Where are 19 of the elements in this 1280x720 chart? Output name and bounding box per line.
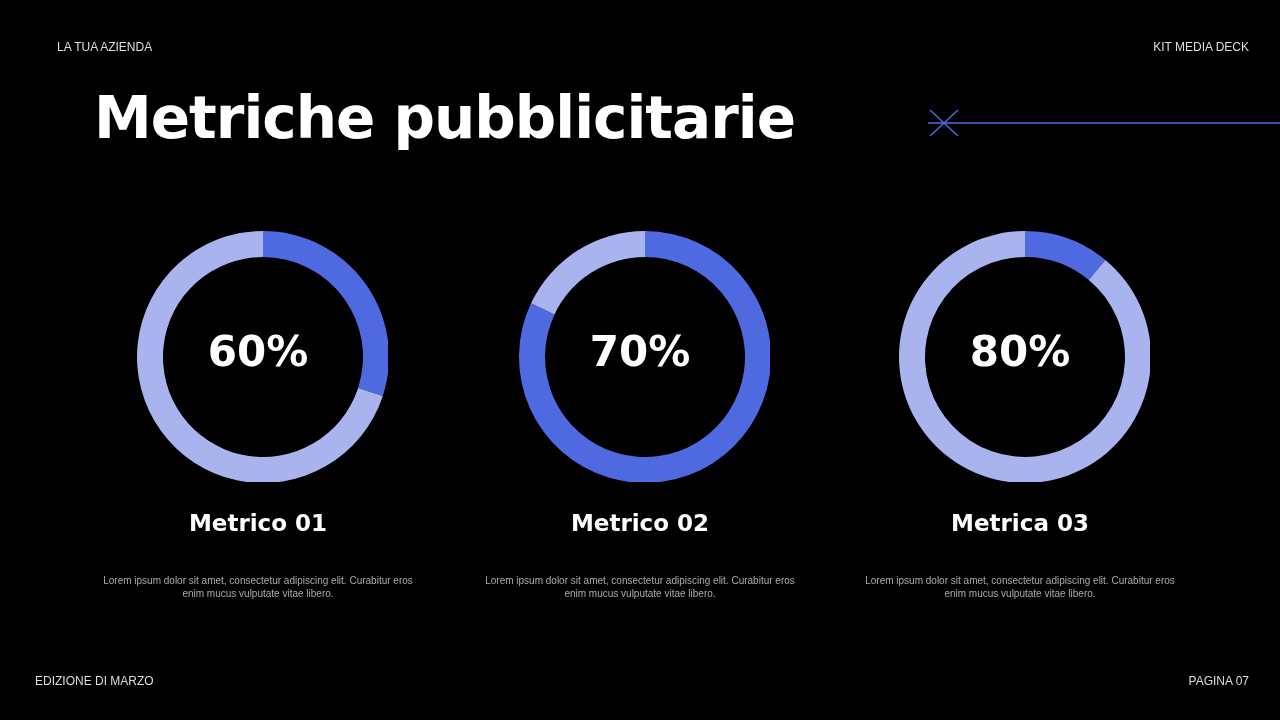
donut-slice <box>1025 231 1106 280</box>
text: 70% <box>588 327 692 376</box>
text: Metrica 03 <box>950 510 1090 536</box>
text: 60% <box>206 327 310 376</box>
text: Metriche pubblicitarie <box>94 84 796 152</box>
text: KIT MEDIA DECK <box>1153 40 1249 54</box>
text: 80% <box>968 327 1072 376</box>
donut-slice <box>899 231 1150 482</box>
donut-slice <box>530 231 645 315</box>
text: Lorem ipsum dolor sit amet, consectetur adipiscing elit. Curabitur eros enim mucus vulputate vitae libero. <box>864 574 1176 600</box>
text: EDIZIONE DI MARZO <box>35 674 154 688</box>
text: LA TUA AZIENDA <box>57 40 153 54</box>
donut-slice <box>137 231 383 482</box>
text: Lorem ipsum dolor sit amet, consectetur adipiscing elit. Curabitur eros enim mucus vulputate vitae libero. <box>102 574 414 600</box>
text: Metrico 02 <box>569 510 711 536</box>
text: Metrico 01 <box>187 510 329 536</box>
text: PAGINA 07 <box>1188 674 1249 688</box>
donut-slice <box>519 231 770 482</box>
text: Lorem ipsum dolor sit amet, consectetur adipiscing elit. Curabitur eros enim mucus vulputate vitae libero. <box>484 574 796 600</box>
